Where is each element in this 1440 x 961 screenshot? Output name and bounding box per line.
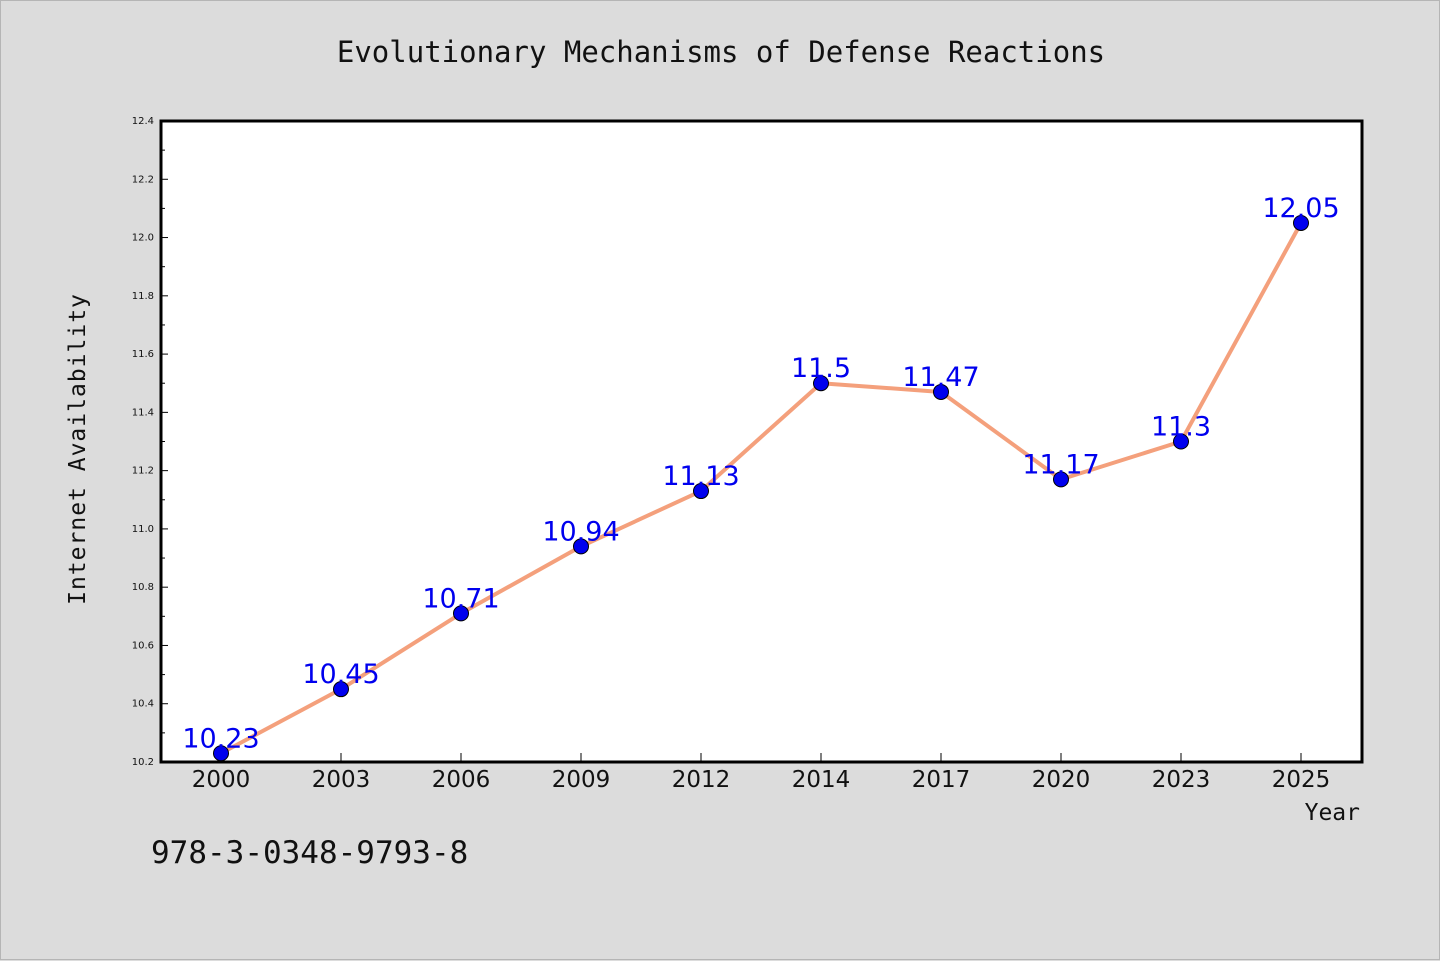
data-point [213, 745, 229, 762]
data-points [213, 214, 1309, 762]
data-label: 10.94 [542, 516, 619, 547]
y-axis-label: Internet Availability [65, 293, 91, 605]
y-tick-label: 10.6 [132, 640, 154, 651]
chart-title: Evolutionary Mechanisms of Defense React… [336, 35, 1106, 69]
plot-area [159, 119, 1364, 764]
y-tick-label: 12.0 [132, 233, 154, 244]
x-tick-label: 2014 [792, 767, 851, 793]
isbn-footer: 978-3-0348-9793-8 [151, 835, 469, 871]
x-tick-label: 2025 [1272, 767, 1331, 793]
x-axis-label: Year [1305, 800, 1360, 826]
y-axis: 10.2 10.4 10.6 10.8 11.0 11.2 11.4 11.6 11.8 12.0… [132, 116, 168, 768]
y-tick-label: 11.2 [132, 466, 154, 477]
data-label: 12.05 [1262, 193, 1339, 224]
y-tick-label: 10.8 [132, 582, 154, 593]
x-tick-label: 2020 [1032, 767, 1091, 793]
x-axis: 2000 2003 2006 2009 2012 2014 2017 2020 2023 2025 [192, 753, 1331, 793]
y-tick-label: 10.2 [132, 757, 154, 768]
x-tick-label: 2017 [912, 767, 971, 793]
data-point [933, 383, 949, 400]
data-point [1293, 214, 1309, 231]
data-point [1053, 471, 1069, 488]
data-point [333, 681, 349, 698]
x-tick-label: 2012 [672, 767, 731, 793]
data-label: 10.45 [302, 659, 379, 690]
data-point [573, 538, 589, 555]
data-point [693, 483, 709, 500]
data-point [453, 605, 469, 622]
data-point [813, 375, 829, 392]
x-tick-label: 2000 [192, 767, 251, 793]
x-tick-label: 2023 [1152, 767, 1211, 793]
series-line-group [219, 220, 1303, 756]
data-labels: 10.23 10.45 10.71 10.94 11.13 11.5 11.47 11.17 1… [182, 193, 1339, 754]
data-label: 11.17 [1022, 449, 1099, 480]
data-label: 11.5 [791, 353, 851, 384]
y-tick-label: 11.8 [132, 291, 154, 302]
y-tick-label: 11.0 [132, 524, 154, 535]
data-point [1173, 433, 1189, 450]
series-line [219, 220, 1303, 756]
x-tick-label: 2009 [552, 767, 611, 793]
y-tick-label: 12.4 [132, 116, 154, 127]
data-label: 10.71 [422, 583, 499, 614]
data-label: 11.13 [662, 461, 739, 492]
x-tick-label: 2006 [432, 767, 491, 793]
data-label: 11.3 [1151, 412, 1211, 443]
y-tick-label: 12.2 [132, 174, 154, 185]
y-tick-label: 10.4 [132, 699, 154, 710]
y-tick-label: 11.4 [132, 407, 154, 418]
y-tick-label: 11.6 [132, 349, 154, 360]
data-label: 11.47 [902, 362, 979, 393]
data-label: 10.23 [182, 723, 259, 754]
x-tick-label: 2003 [312, 767, 371, 793]
